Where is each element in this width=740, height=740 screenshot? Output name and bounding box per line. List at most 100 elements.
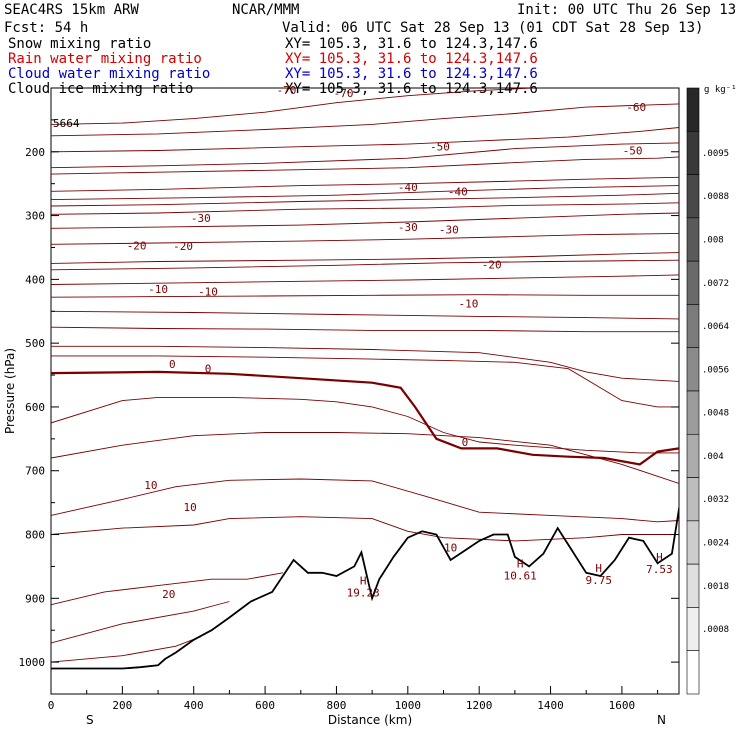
contour-label: -30: [191, 212, 211, 225]
field-xy-snow: XY= 105.3, 31.6 to 124.3,147.6: [285, 36, 538, 52]
valid-time: Valid: 06 UTC Sat 28 Sep 13 (01 CDT Sat …: [282, 20, 703, 36]
colorbar-swatch: [686, 87, 700, 132]
x-endpoint-north: N: [657, 713, 666, 727]
isotherm--5: [51, 326, 679, 333]
corner-value: 5664: [53, 117, 80, 130]
field-xy-cloud-ice: XY= 105.3, 31.6 to 124.3,147.6: [285, 81, 538, 97]
isotherm--2: [51, 355, 679, 408]
isotherm--10: [51, 274, 679, 285]
isotherm-0: [51, 370, 679, 466]
contour-label: 10: [184, 501, 197, 514]
high-value: 10.61: [504, 569, 537, 582]
isotherm--30: [51, 192, 679, 207]
isotherm--25: [51, 212, 679, 229]
field-xy-rain: XY= 105.3, 31.6 to 124.3,147.6: [285, 51, 538, 67]
isotherm--15: [51, 252, 679, 264]
colorbar-swatch: [686, 563, 700, 608]
model-title: SEAC4RS 15km ARW: [4, 2, 139, 18]
contour-label: -60: [626, 101, 646, 114]
isotherm-22: [51, 601, 230, 644]
contour-label: 0: [462, 436, 469, 449]
colorbar-swatch: [686, 217, 700, 262]
y-tick-label: 600: [25, 401, 45, 414]
field-xy-cloud-water: XY= 105.3, 31.6 to 124.3,147.6: [285, 66, 538, 82]
contour-label: -10: [148, 283, 168, 296]
colorbar: .0095 .0088 .008 .0072 .0064 .0056 .0048 .004 .0…: [686, 87, 729, 695]
isotherm--40: [51, 156, 679, 175]
y-tick-label: 200: [25, 146, 45, 159]
isotherm-2: [51, 396, 679, 454]
contour-label: 20: [162, 588, 175, 601]
contour-label: -30: [398, 221, 418, 234]
colorbar-swatch: [686, 347, 700, 392]
y-tick-label: 300: [25, 210, 45, 223]
isotherm-24: [51, 636, 202, 663]
colorbar-label: .0008: [702, 625, 729, 635]
colorbar-swatch: [686, 260, 700, 305]
y-tick-label: 1000: [19, 656, 46, 669]
isotherm--20: [51, 232, 679, 245]
x-endpoint-south: S: [86, 713, 94, 727]
colorbar-label: .0064: [702, 322, 729, 332]
isotherm--28: [51, 202, 679, 215]
plot-layer: -70 -70 -60 -50 -50 -40 -40 -30 -30 -30 -20 -20 -20 -…: [51, 84, 679, 670]
contour-label: -40: [448, 185, 468, 198]
isotherm-4: [51, 432, 679, 484]
plot-frame: [50, 87, 680, 695]
isotherm--8: [51, 294, 679, 298]
colorbar-label: .004: [702, 452, 724, 462]
x-tick-label: 1000: [395, 699, 422, 712]
contour-label: -50: [430, 141, 450, 154]
x-tick-label: 200: [112, 699, 132, 712]
colorbar-label: .008: [702, 236, 724, 246]
colorbar-label: .0048: [702, 409, 729, 419]
isotherm--3: [51, 345, 679, 382]
contour-label: 0: [169, 358, 176, 371]
colorbar-swatch: [686, 174, 700, 219]
x-tick-label: 1600: [609, 699, 636, 712]
contour-label: -40: [398, 181, 418, 194]
x-tick-label: 400: [184, 699, 204, 712]
high-marker: H: [656, 551, 663, 564]
field-name-cloud-ice: Cloud ice mixing ratio: [8, 81, 193, 97]
high-value: 9.75: [585, 574, 612, 587]
x-tick-label: 1400: [537, 699, 564, 712]
y-tick-label: 500: [25, 337, 45, 350]
terrain-line: [51, 503, 679, 670]
colorbar-label: .0032: [702, 495, 729, 505]
isotherm--60: [51, 103, 679, 137]
x-tick-label: 1200: [466, 699, 493, 712]
colorbar-unit: g kg⁻¹: [704, 85, 737, 95]
high-marker: H: [517, 557, 524, 570]
y-axis-label: Pressure (hPa): [3, 348, 17, 434]
high-marker: H: [595, 562, 602, 575]
colorbar-swatch: [686, 433, 700, 478]
colorbar-label: .0088: [702, 192, 729, 202]
colorbar-label: .0072: [702, 279, 729, 289]
isotherm--70: [51, 88, 533, 125]
contour-label: 10: [144, 479, 157, 492]
contour-label: -50: [623, 145, 643, 158]
isotherm--35: [51, 176, 679, 192]
colorbar-label: .0018: [702, 582, 729, 592]
isotherm--32: [51, 185, 679, 201]
field-name-snow: Snow mixing ratio: [8, 36, 151, 52]
high-value: 7.53: [646, 563, 673, 576]
isotherm--45: [51, 142, 679, 169]
y-tick-label: 900: [25, 592, 45, 605]
contour-label: -10: [459, 298, 479, 311]
isotherm-20: [51, 572, 283, 606]
init-time: Init: 00 UTC Thu 26 Sep 13: [517, 2, 736, 18]
field-name-cloud-water: Cloud water mixing ratio: [8, 66, 210, 82]
contour-label: 0: [205, 363, 212, 376]
x-tick-label: 800: [327, 699, 347, 712]
colorbar-swatch: [686, 477, 700, 522]
contour-label: -10: [198, 285, 218, 298]
field-name-rain: Rain water mixing ratio: [8, 51, 202, 67]
high-marker: H: [360, 575, 367, 588]
colorbar-swatch: [686, 304, 700, 349]
isotherm-12: [51, 516, 679, 542]
colorbar-swatch: [686, 130, 700, 175]
